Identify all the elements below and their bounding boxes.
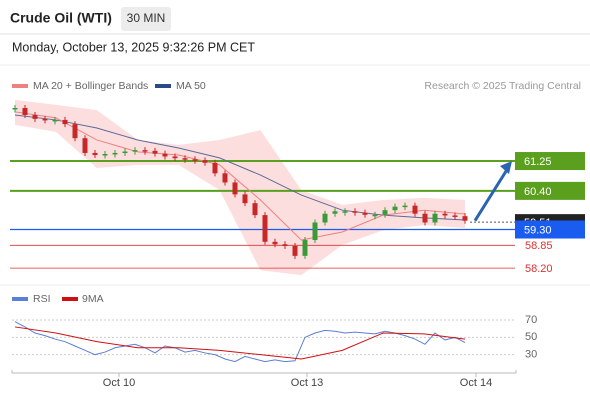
candle <box>102 154 108 156</box>
candle <box>212 162 218 174</box>
legend-swatch <box>12 297 28 301</box>
candle <box>432 213 438 223</box>
arrow-head <box>500 161 512 175</box>
header-bar <box>0 0 590 34</box>
level-box <box>515 152 585 171</box>
ma-line <box>14 114 466 221</box>
candle <box>322 213 328 223</box>
candle <box>22 107 28 116</box>
candle <box>382 210 388 215</box>
candle <box>362 212 368 215</box>
legend-label: RSI <box>33 293 51 305</box>
candle <box>252 203 258 216</box>
x-tick-label: Oct 13 <box>291 377 323 389</box>
level-label: 58.85 <box>525 240 553 252</box>
candle <box>372 214 378 217</box>
level-box <box>515 220 585 239</box>
legend-swatch <box>155 84 171 88</box>
candle <box>442 213 448 216</box>
candle <box>412 205 418 214</box>
legend-swatch <box>62 297 78 301</box>
legend-label: 9MA <box>82 293 104 305</box>
candle <box>42 118 48 121</box>
candle <box>192 159 198 161</box>
candle <box>262 215 268 242</box>
credit: Research © 2025 Trading Central <box>424 80 581 92</box>
candle <box>332 211 338 214</box>
candle <box>132 150 138 152</box>
legend-label: MA 50 <box>176 80 206 92</box>
forecast-arrow <box>473 167 510 222</box>
level-label: 58.20 <box>525 263 553 275</box>
candle <box>52 119 58 122</box>
timestamp: Monday, October 13, 2025 9:32:26 PM CET <box>12 40 255 54</box>
candle <box>202 160 208 163</box>
candle <box>82 138 88 153</box>
candle <box>312 222 318 241</box>
level-box <box>515 181 585 200</box>
level-label: 61.25 <box>524 156 552 168</box>
x-tick-label: Oct 10 <box>103 377 135 389</box>
candle <box>462 216 468 221</box>
candle <box>302 240 308 256</box>
candle <box>342 211 348 213</box>
x-tick-label: Oct 14 <box>460 377 492 389</box>
title: Crude Oil (WTI) <box>10 10 112 26</box>
candle <box>292 246 298 256</box>
candle <box>452 215 458 217</box>
candle <box>72 124 78 139</box>
rsi-line <box>14 326 466 360</box>
candle <box>152 150 158 154</box>
legend-swatch <box>12 84 28 88</box>
candle <box>92 152 98 156</box>
candle <box>232 182 238 195</box>
candle <box>142 150 148 152</box>
x-axis <box>11 370 517 374</box>
bollinger-band <box>15 99 465 276</box>
level-label: 60.40 <box>524 186 552 198</box>
ma-line <box>14 111 466 241</box>
candle <box>122 151 128 154</box>
rsi-line <box>14 321 466 363</box>
legend-label: MA 20 + Bollinger Bands <box>33 80 148 92</box>
candle <box>182 158 188 160</box>
candle <box>162 153 168 157</box>
candle <box>352 211 358 213</box>
interval: 30 MIN <box>127 11 166 25</box>
candle <box>112 152 118 155</box>
candle <box>12 107 18 110</box>
candle <box>402 205 408 208</box>
level-label: 59.30 <box>524 224 552 236</box>
candle <box>62 119 68 125</box>
candle <box>32 115 38 119</box>
y-tick-label: 70 <box>525 314 537 326</box>
y-tick-label: 50 <box>525 331 537 343</box>
candle <box>272 241 278 245</box>
candle <box>222 173 228 183</box>
candle <box>242 194 248 204</box>
candle <box>282 244 288 247</box>
interval-badge <box>121 7 171 31</box>
candle <box>422 213 428 223</box>
candle <box>172 156 178 159</box>
y-tick-label: 30 <box>525 349 537 361</box>
candle <box>392 206 398 211</box>
